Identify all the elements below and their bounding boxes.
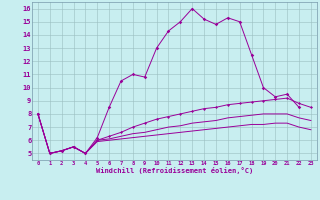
X-axis label: Windchill (Refroidissement éolien,°C): Windchill (Refroidissement éolien,°C) [96, 167, 253, 174]
